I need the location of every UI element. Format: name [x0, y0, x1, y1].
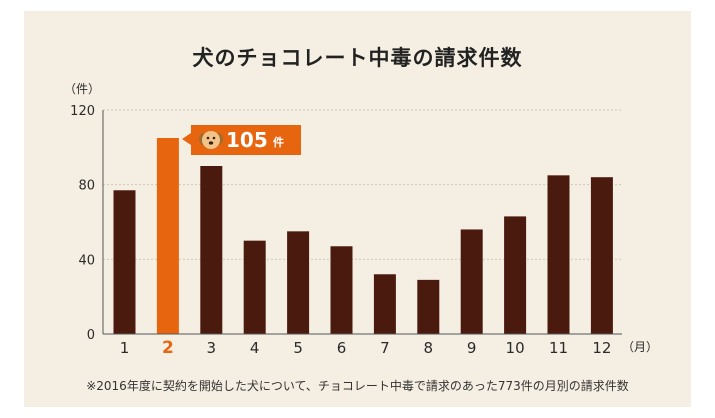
callout-pointer [182, 133, 191, 145]
bar [460, 229, 483, 334]
bar [243, 240, 266, 334]
bar [504, 216, 527, 334]
chart-title: 犬のチョコレート中毒の請求件数 [192, 46, 523, 70]
x-tick-label: 4 [250, 339, 260, 357]
bar [373, 274, 396, 334]
x-tick-label: 1 [120, 339, 130, 357]
bar [417, 279, 440, 334]
bar [547, 175, 570, 334]
y-tick-label: 40 [78, 253, 95, 268]
y-axis-unit-label: （件） [64, 82, 100, 96]
x-tick-label: 12 [592, 339, 611, 357]
y-tick-label: 120 [70, 104, 95, 119]
bar [287, 231, 310, 334]
y-tick-label: 0 [87, 328, 95, 343]
footnote: ※2016年度に契約を開始した犬について、チョコレート中毒で請求のあった773件… [86, 379, 629, 393]
x-axis-unit-label: （月） [622, 340, 658, 354]
x-tick-label: 8 [424, 339, 434, 357]
highlight-callout: 105 件 [182, 125, 301, 155]
x-tick-label: 2 [162, 338, 174, 358]
bar [200, 166, 223, 334]
bar [330, 246, 353, 334]
x-tick-label: 5 [293, 339, 303, 357]
x-tick-label: 3 [207, 339, 217, 357]
bar [113, 190, 136, 334]
x-tick-label: 6 [337, 339, 347, 357]
x-tick-label: 11 [549, 339, 568, 357]
bar [590, 177, 613, 334]
callout-value: 105 [226, 128, 268, 152]
dog-face-icon [199, 131, 223, 149]
x-tick-label: 9 [467, 339, 477, 357]
callout-unit: 件 [273, 135, 284, 149]
x-tick-label: 10 [506, 339, 525, 357]
y-tick-label: 80 [78, 179, 95, 194]
x-tick-label: 7 [380, 339, 390, 357]
bar-highlighted [156, 138, 179, 334]
